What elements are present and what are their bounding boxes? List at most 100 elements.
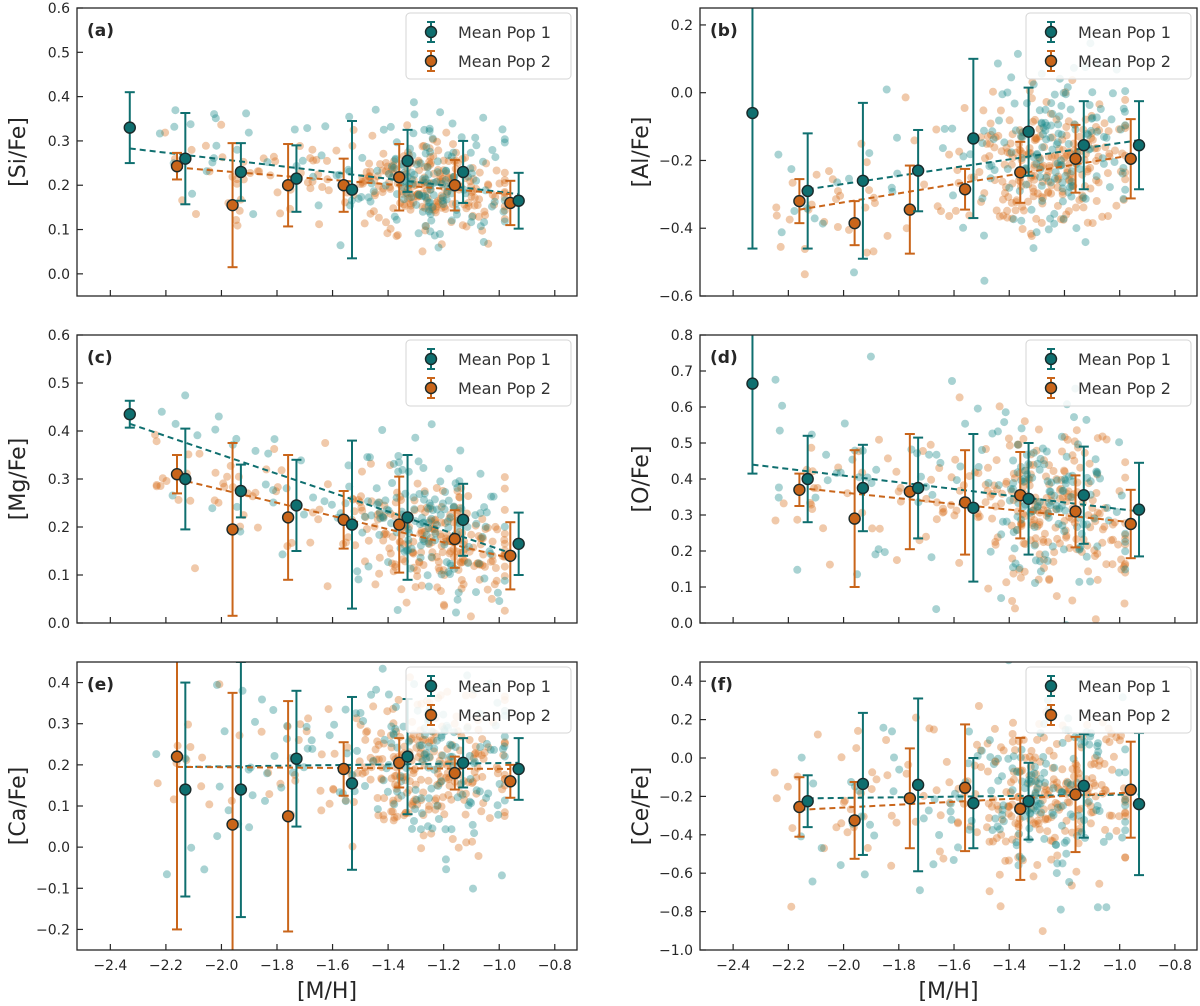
star-pop1 (1063, 83, 1072, 92)
star-pop1 (367, 511, 376, 520)
star-pop2 (1034, 575, 1043, 584)
star-pop1 (995, 825, 1004, 834)
star-pop2 (400, 540, 408, 549)
mean-pop1-point (1077, 779, 1090, 793)
star-pop2 (1094, 761, 1103, 770)
legend-label-pop1: Mean Pop 1 (458, 350, 551, 369)
star-pop2 (1011, 819, 1020, 828)
star-pop1 (393, 606, 402, 614)
star-pop2 (490, 200, 498, 209)
star-pop2 (1103, 169, 1112, 178)
star-pop2 (423, 162, 432, 171)
star-pop2 (419, 831, 428, 840)
star-pop2 (955, 558, 964, 567)
star-pop2 (1029, 460, 1038, 469)
star-pop2 (478, 561, 487, 570)
star-pop2 (932, 125, 941, 134)
star-pop1 (343, 749, 351, 758)
star-pop2 (1108, 765, 1117, 774)
star-pop2 (419, 735, 427, 744)
star-pop1 (1087, 126, 1095, 135)
star-pop1 (480, 218, 489, 227)
star-pop1 (376, 514, 385, 523)
star-pop2 (490, 580, 499, 589)
star-pop1 (1082, 415, 1091, 424)
star-pop2 (470, 201, 479, 210)
star-pop1 (472, 786, 481, 795)
star-pop2 (1035, 518, 1044, 527)
star-pop2 (405, 194, 414, 203)
mean-pop2-point (170, 159, 184, 173)
star-pop2 (329, 785, 338, 794)
star-pop2 (1013, 440, 1022, 449)
star-pop2 (807, 500, 816, 509)
star-pop2 (1004, 802, 1013, 811)
star-pop2 (357, 492, 365, 501)
star-pop2 (894, 487, 903, 496)
star-pop1 (282, 734, 291, 743)
star-pop2 (1051, 798, 1060, 807)
panel-d: 0.00.10.20.30.40.50.60.70.8[O/Fe](d) Mean… (629, 328, 1198, 632)
star-pop1 (495, 780, 504, 788)
star-pop1 (1008, 764, 1017, 773)
star-pop1 (1121, 547, 1130, 556)
star-pop1 (1105, 183, 1114, 192)
star-pop1 (422, 749, 431, 757)
star-pop2 (1066, 169, 1075, 178)
plot-area (746, 335, 1146, 623)
star-pop2 (1116, 167, 1125, 176)
star-pop2 (863, 844, 872, 852)
star-pop2 (413, 192, 422, 201)
star-pop2 (997, 743, 1005, 752)
star-pop1 (1000, 418, 1009, 427)
star-pop2 (394, 794, 403, 803)
star-pop1 (391, 154, 400, 163)
y-tick-label: 0.2 (48, 178, 70, 194)
star-pop2 (421, 735, 430, 744)
star-pop2 (483, 585, 492, 594)
star-pop1 (1009, 479, 1018, 487)
star-pop1 (481, 522, 490, 531)
star-pop2 (351, 541, 360, 550)
star-pop2 (429, 152, 438, 161)
star-pop2 (380, 530, 389, 539)
star-pop1 (367, 690, 376, 699)
star-pop1 (385, 170, 393, 178)
panels: 0.00.10.20.30.40.50.6[Si/Fe](a) Mean Pop … (6, 1, 1198, 1004)
star-pop2 (887, 811, 896, 820)
star-pop2 (413, 572, 422, 581)
star-pop1 (378, 426, 387, 434)
star-pop2 (1015, 565, 1024, 574)
star-pop2 (417, 796, 426, 805)
star-pop2 (388, 163, 397, 172)
star-pop1 (947, 815, 956, 824)
star-pop2 (1121, 534, 1130, 543)
mean-pop2-point (793, 800, 806, 814)
star-pop2 (158, 474, 167, 483)
mean-pop2-point (1124, 152, 1137, 165)
star-pop1 (872, 465, 881, 474)
star-pop1 (1041, 105, 1050, 114)
star-pop2 (382, 218, 390, 227)
star-pop2 (270, 445, 279, 453)
star-pop2 (364, 536, 373, 545)
star-pop1 (1012, 838, 1021, 847)
star-pop2 (416, 743, 425, 752)
star-pop2 (480, 207, 489, 216)
star-pop1 (999, 817, 1008, 826)
star-pop2 (423, 186, 431, 195)
star-pop2 (500, 529, 509, 538)
star-pop2 (1072, 426, 1081, 435)
star-pop2 (217, 120, 226, 129)
star-pop2 (367, 497, 376, 506)
star-pop1 (424, 524, 433, 533)
star-pop2 (419, 561, 428, 569)
y-tick-label: 0.3 (48, 717, 70, 733)
star-pop2 (1095, 756, 1104, 765)
star-pop2 (925, 724, 934, 733)
star-pop2 (998, 489, 1007, 498)
star-pop1 (1038, 143, 1047, 152)
y-tick-label: −0.8 (659, 905, 693, 921)
star-pop2 (1020, 477, 1029, 486)
star-pop1 (866, 352, 875, 361)
